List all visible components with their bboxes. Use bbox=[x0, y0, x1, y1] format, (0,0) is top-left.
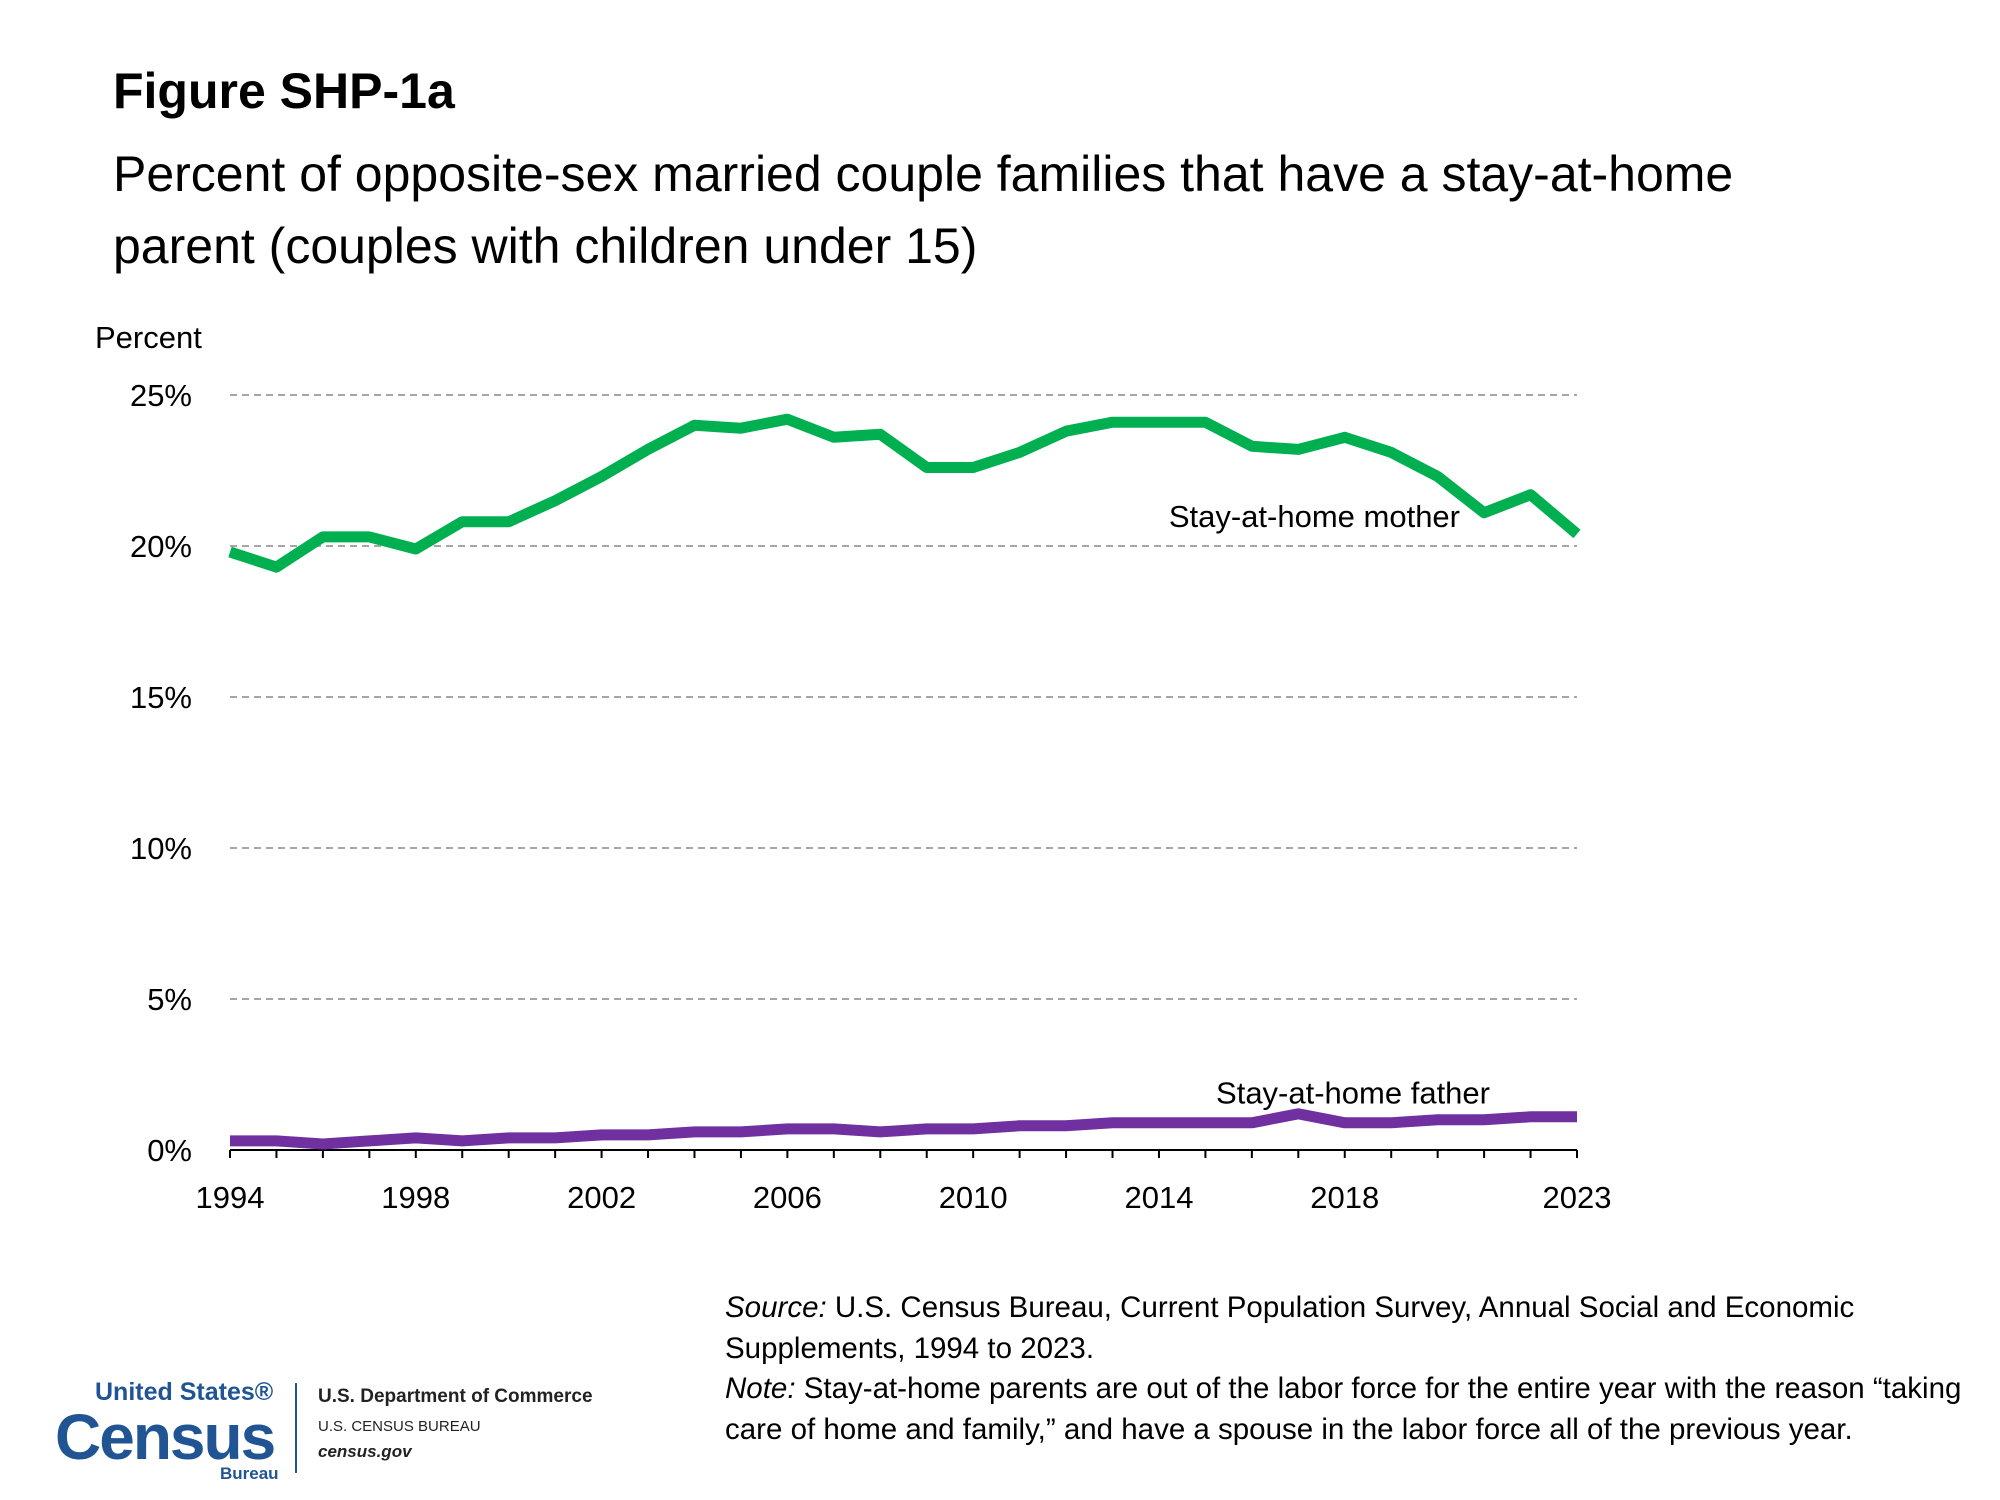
figure-title: Figure SHP-1a bbox=[113, 63, 455, 119]
y-tick-label: 5% bbox=[147, 982, 192, 1017]
series-line-mother bbox=[228, 413, 1581, 573]
y-tick-label: 10% bbox=[130, 831, 192, 866]
y-tick-label: 25% bbox=[130, 378, 192, 413]
x-tick-label: 2006 bbox=[753, 1180, 822, 1215]
logo-census-bureau: U.S. CENSUS BUREAU bbox=[318, 1418, 481, 1435]
source-line: Source: U.S. Census Bureau, Current Popu… bbox=[725, 1288, 1975, 1369]
y-tick-label: 20% bbox=[130, 529, 192, 564]
x-tick-label: 2018 bbox=[1310, 1180, 1379, 1215]
y-tick-label: 15% bbox=[130, 680, 192, 715]
note-label: Note: bbox=[725, 1372, 796, 1405]
logo-department: U.S. Department of Commerce bbox=[318, 1386, 593, 1407]
x-tick-label: 1998 bbox=[381, 1180, 450, 1215]
y-axis-label: Percent bbox=[95, 320, 202, 355]
x-tick-label: 2010 bbox=[939, 1180, 1008, 1215]
x-tick-label: 2002 bbox=[567, 1180, 636, 1215]
logo-bureau: Bureau bbox=[220, 1464, 279, 1483]
line-chart: Percent 0% 5% 10% 15% 20% 25% 1994 1998 2002 2006 2… bbox=[95, 320, 1612, 1215]
figure-subtitle: Percent of opposite-sex married couple f… bbox=[113, 146, 1734, 274]
x-tick-label: 1994 bbox=[196, 1180, 265, 1215]
x-tick-label: 2014 bbox=[1124, 1180, 1193, 1215]
logo-divider bbox=[295, 1383, 297, 1473]
series-line-father bbox=[230, 1108, 1577, 1150]
series-label-mother: Stay-at-home mother bbox=[1169, 499, 1460, 534]
x-tick-label: 2023 bbox=[1543, 1180, 1612, 1215]
note-line: Note: Stay-at-home parents are out of th… bbox=[725, 1369, 1975, 1450]
note-text: Stay-at-home parents are out of the labo… bbox=[725, 1372, 1962, 1446]
census-logo: United States® Census Bureau U.S. Depart… bbox=[50, 1378, 650, 1483]
series-label-father: Stay-at-home father bbox=[1216, 1076, 1490, 1111]
y-tick-label: 0% bbox=[147, 1133, 192, 1168]
logo-census: Census bbox=[55, 1401, 276, 1473]
logo-united-states: United States® bbox=[95, 1378, 274, 1406]
source-label: Source: bbox=[725, 1291, 827, 1324]
source-text: U.S. Census Bureau, Current Population S… bbox=[725, 1291, 1855, 1365]
logo-website: census.gov bbox=[318, 1442, 412, 1461]
source-note: Source: U.S. Census Bureau, Current Popu… bbox=[725, 1288, 1975, 1450]
